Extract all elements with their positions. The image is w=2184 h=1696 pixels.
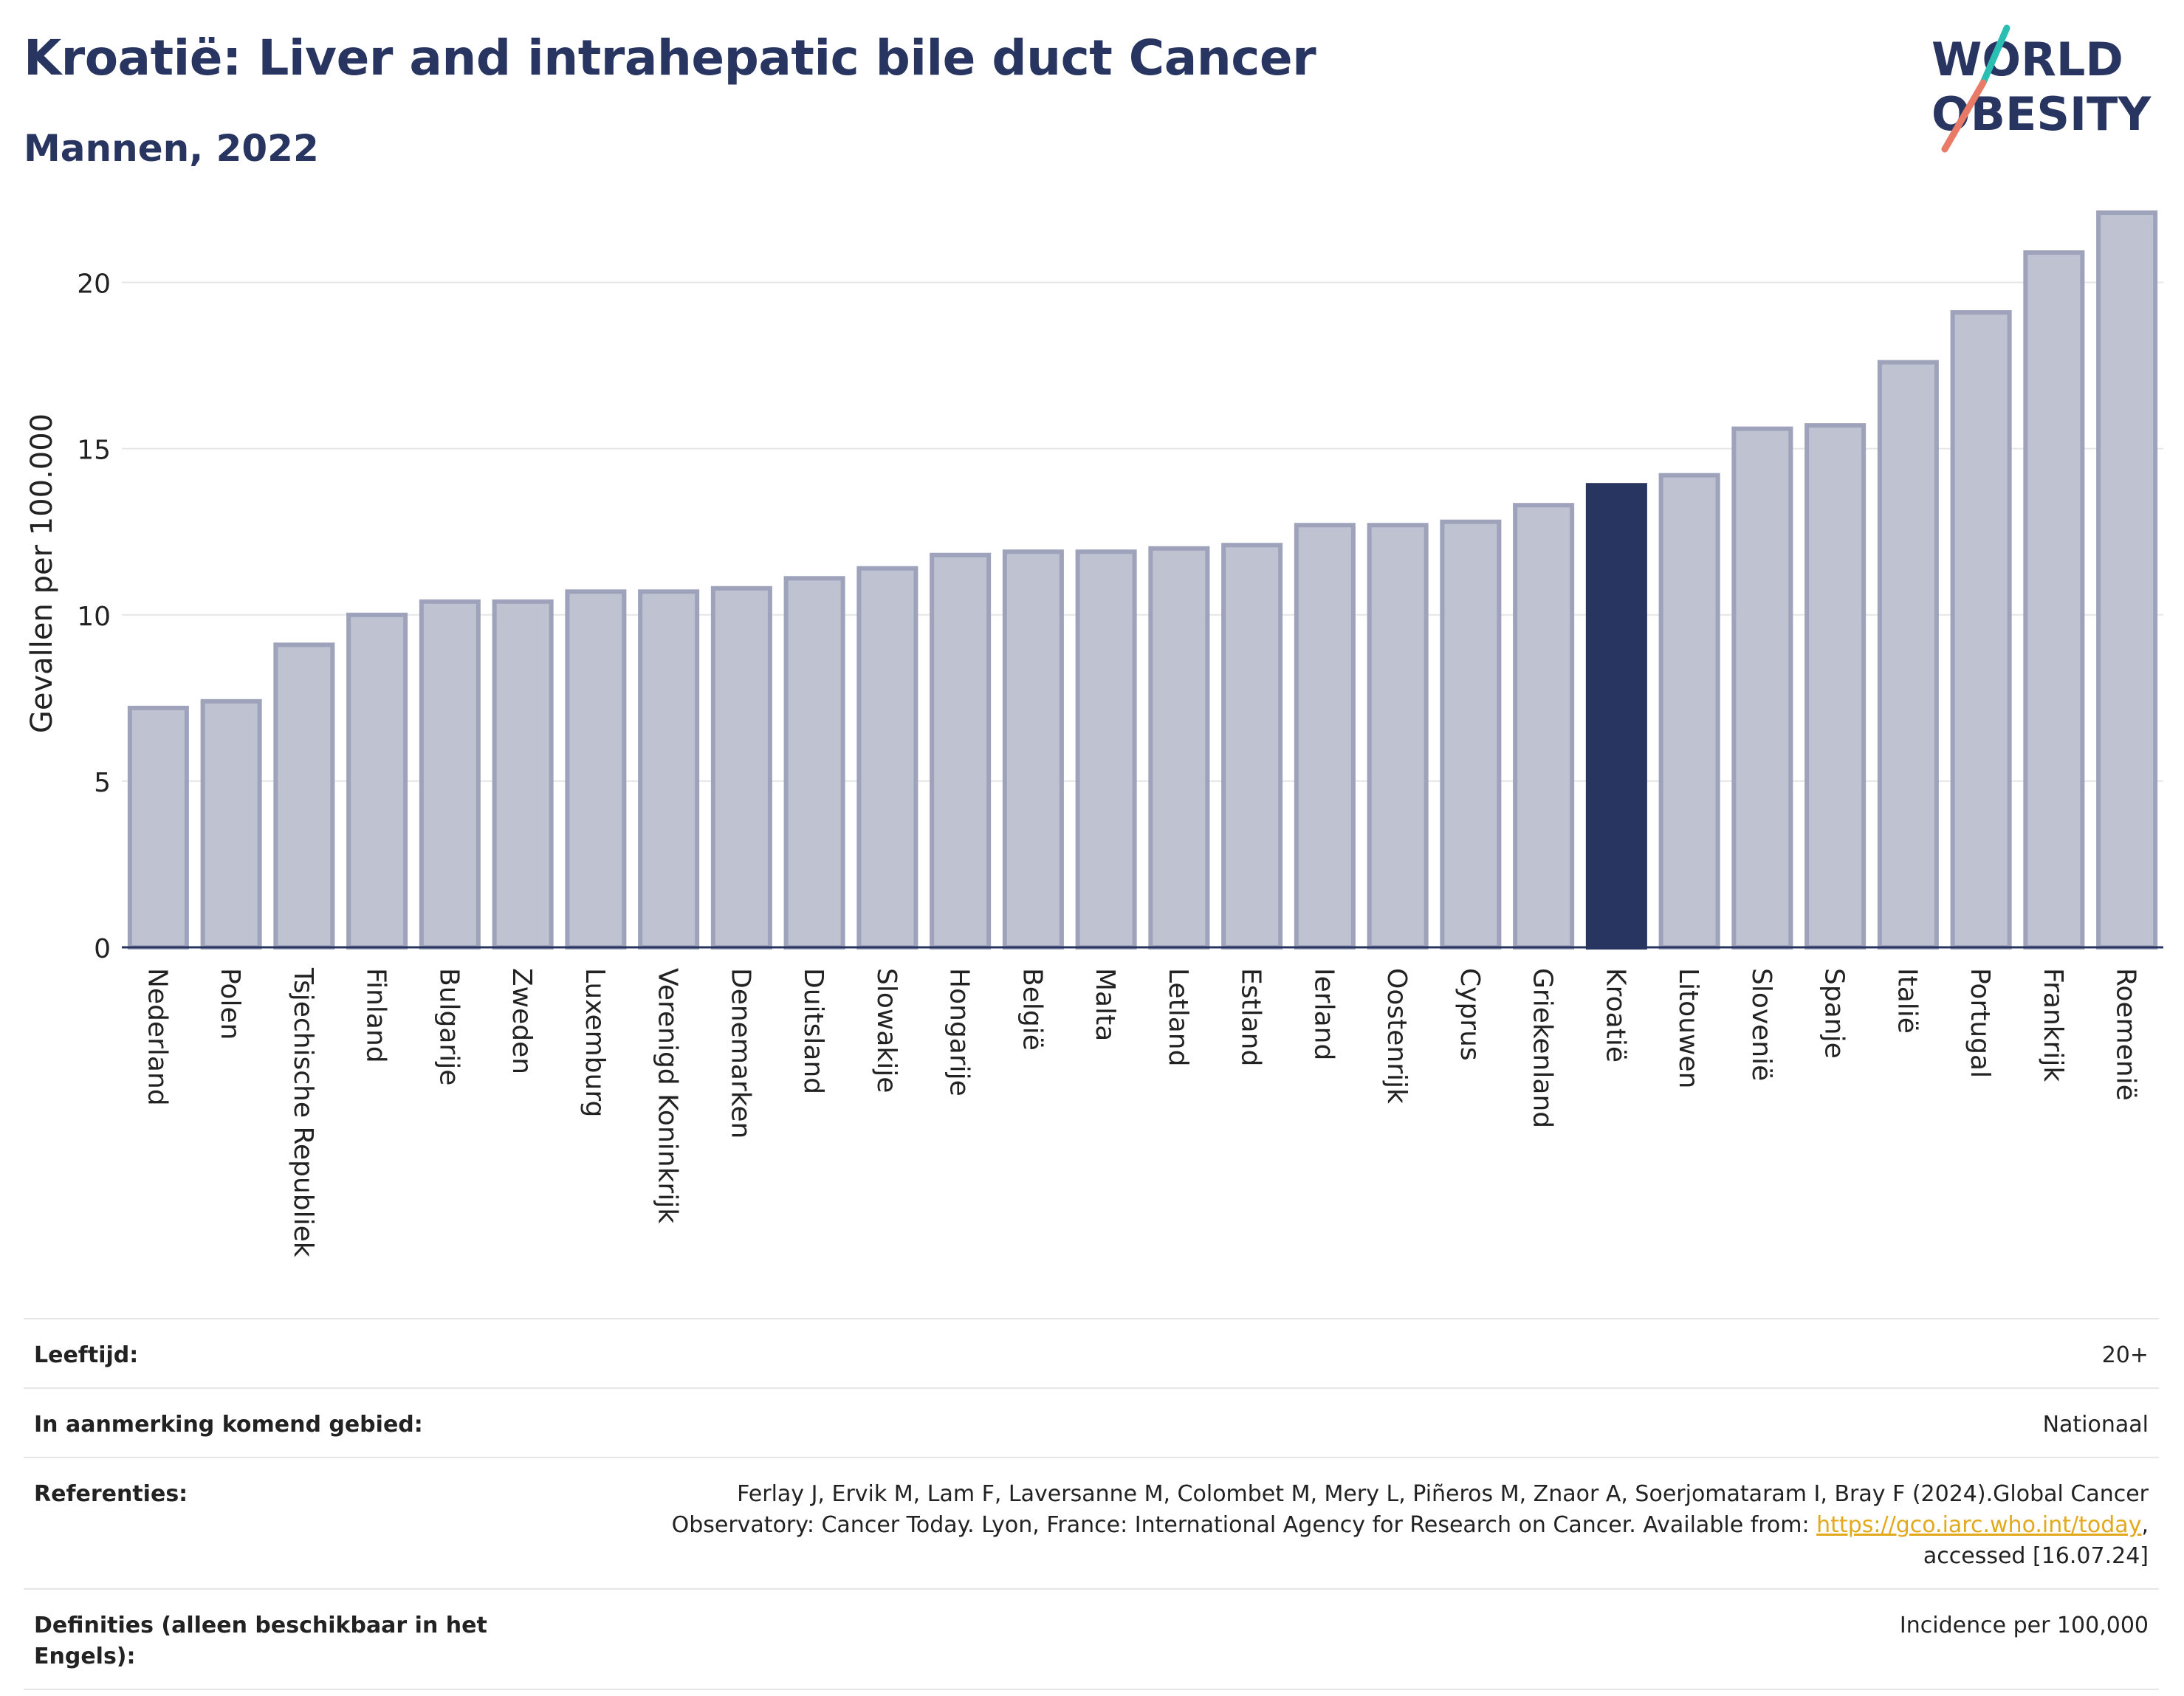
bar-spanje <box>1804 423 1867 950</box>
x-tick-label: Portugal <box>1965 968 1995 1078</box>
x-tick-label: Duitsland <box>798 968 828 1094</box>
meta-label-area: In aanmerking komend gebied: <box>34 1412 423 1438</box>
x-tick-label: Bulgarije <box>433 968 464 1085</box>
meta-label-age: Leeftijd: <box>34 1342 139 1368</box>
reference-line3: accessed [16.07.24] <box>1923 1543 2149 1569</box>
metadata-table: Leeftijd: 20+ In aanmerking komend gebie… <box>24 1318 2159 1690</box>
bar-ierland <box>1294 523 1356 950</box>
x-tick-label: Slovenië <box>1746 968 1776 1081</box>
y-tick-label: 20 <box>77 269 111 300</box>
bar-litouwen <box>1658 473 1720 950</box>
meta-row-age: Leeftijd: 20+ <box>24 1318 2159 1387</box>
bar-roemenië <box>2096 210 2158 950</box>
bar-frankrijk <box>2023 250 2085 950</box>
bar-chart: 0 5 10 15 20 Nederland Polen Tsjechische Repub… <box>25 210 2163 1257</box>
x-tick-label: Oostenrijk <box>1381 968 1412 1104</box>
x-tick-label: Frankrijk <box>2038 968 2068 1082</box>
bar-hongarije <box>930 552 992 950</box>
reference-link[interactable]: https://gco.iarc.who.int/today <box>1816 1512 2142 1538</box>
bar-cyprus <box>1440 519 1502 950</box>
bars <box>127 210 2158 950</box>
chart-title: Kroatië: Liver and intrahepatic bile duc… <box>24 30 1316 86</box>
y-tick-label: 5 <box>94 768 111 798</box>
x-tick-label: België <box>1017 968 1047 1051</box>
x-tick-label: Denemarken <box>725 968 755 1139</box>
x-tick-label: Ierland <box>1308 968 1339 1060</box>
x-tick-label: Italië <box>1892 968 1922 1034</box>
logo-slash-coral <box>1941 79 1987 153</box>
meta-row-area: In aanmerking komend gebied: Nationaal <box>24 1387 2159 1457</box>
bar-oostenrijk <box>1367 523 1429 950</box>
x-tick-label: Verenigd Koninkrijk <box>653 968 683 1223</box>
x-tick-label: Spanje <box>1819 968 1850 1059</box>
bar-estland <box>1221 543 1283 950</box>
x-tick-label: Malta <box>1090 968 1120 1041</box>
x-tick-label: Nederland <box>142 968 172 1106</box>
bar-slowakije <box>856 566 918 950</box>
meta-value-area: Nationaal <box>2042 1412 2149 1438</box>
bar-tsjechische-republiek <box>273 642 335 950</box>
bar-kroatië <box>1585 483 1647 950</box>
reference-line2: Observatory: Cancer Today. Lyon, France:… <box>566 1510 2149 1541</box>
x-tick-label: Slowakije <box>871 968 902 1093</box>
x-tick-label: Estland <box>1236 968 1266 1066</box>
bar-slovenië <box>1731 426 1793 950</box>
x-tick-label: Kroatië <box>1600 968 1630 1062</box>
x-axis-labels: Nederland Polen Tsjechische Republiek Finla… <box>142 967 2140 1257</box>
meta-value-references: Ferlay J, Ervik M, Lam F, Laversanne M, … <box>506 1479 2149 1572</box>
x-tick-label: Hongarije <box>944 968 975 1096</box>
bar-denemarken <box>710 586 772 950</box>
bar-verenigd-koninkrijk <box>638 589 700 950</box>
bar-nederland <box>127 705 189 950</box>
x-tick-label: Zweden <box>506 968 537 1074</box>
y-axis-ticks: 0 5 10 15 20 <box>77 269 111 964</box>
y-tick-label: 15 <box>77 436 111 466</box>
x-tick-label: Litouwen <box>1673 968 1703 1088</box>
bar-malta <box>1075 549 1137 950</box>
bar-bulgarije <box>419 599 481 950</box>
bar-griekenland <box>1513 503 1575 950</box>
logo-line1: WORLD <box>1931 32 2123 86</box>
y-tick-label: 0 <box>94 934 111 964</box>
bar-luxemburg <box>565 589 627 950</box>
meta-label-references: Referenties: <box>34 1481 188 1507</box>
meta-value-definitions: Incidence per 100,000 <box>1899 1613 2149 1638</box>
x-tick-label: Roemenië <box>2111 968 2141 1101</box>
y-axis-label: Gevallen per 100.000 <box>25 413 59 733</box>
meta-row-references: Referenties: Ferlay J, Ervik M, Lam F, L… <box>24 1457 2159 1588</box>
meta-row-definitions: Definities (alleen beschikbaar in het En… <box>24 1588 2159 1690</box>
reference-line2-prefix: Observatory: Cancer Today. Lyon, France:… <box>671 1512 1817 1538</box>
x-tick-label: Polen <box>215 968 245 1040</box>
y-tick-label: 10 <box>77 602 111 632</box>
x-tick-label: Finland <box>361 968 391 1063</box>
bar-letland <box>1148 546 1210 950</box>
meta-label-definitions: Definities (alleen beschikbaar in het En… <box>34 1613 487 1669</box>
bar-polen <box>200 698 262 950</box>
chart-subtitle: Mannen, 2022 <box>24 127 319 170</box>
bar-portugal <box>1950 310 2012 950</box>
bar-italië <box>1877 360 1939 950</box>
x-tick-label: Griekenland <box>1528 968 1558 1128</box>
bar-duitsland <box>783 576 845 950</box>
meta-value-age: 20+ <box>2101 1342 2149 1368</box>
bar-belgië <box>1002 549 1064 950</box>
x-tick-label: Letland <box>1163 968 1193 1066</box>
bar-finland <box>346 612 408 950</box>
reference-line1: Ferlay J, Ervik M, Lam F, Laversanne M, … <box>737 1481 2149 1507</box>
x-tick-label: Luxemburg <box>580 968 610 1117</box>
world-obesity-logo: WORLD OBESITY <box>1931 24 2152 153</box>
x-tick-label: Tsjechische Republiek <box>288 967 318 1257</box>
reference-line2-suffix: , <box>2141 1512 2149 1538</box>
logo-slash-teal <box>1979 24 2010 86</box>
x-tick-label: Cyprus <box>1455 968 1485 1061</box>
bar-zweden <box>492 599 554 950</box>
